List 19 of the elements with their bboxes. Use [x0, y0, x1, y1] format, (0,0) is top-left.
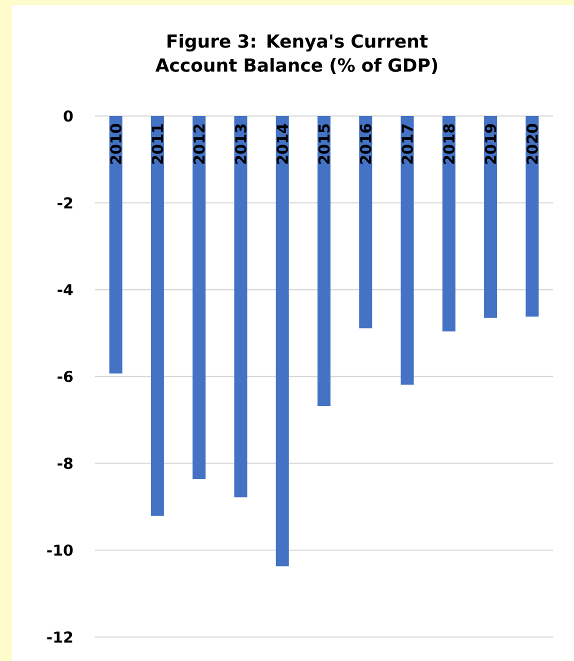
- y-tick-label: -12: [47, 631, 72, 643]
- x-tick-label: 2015: [318, 124, 330, 164]
- y-tick-label: -8: [58, 458, 73, 470]
- x-tick-label: 2013: [235, 124, 246, 164]
- y-tick-label: 0: [64, 110, 73, 122]
- x-tick-label: 2016: [360, 124, 372, 164]
- x-tick-label: 2019: [484, 124, 496, 164]
- x-tick-label: 2012: [193, 124, 205, 164]
- x-tick-label: 2011: [152, 124, 164, 164]
- x-tick-label: 2017: [402, 124, 413, 164]
- y-tick-label: -10: [47, 544, 73, 556]
- y-tick-label: -2: [58, 197, 72, 208]
- y-tick-label: -4: [58, 284, 73, 296]
- chart-title: Figure 3: Kenya's Current Account Balance (% of GDP): [155, 34, 438, 74]
- x-tick-label: 2014: [276, 124, 288, 164]
- x-tick-label: 2018: [443, 124, 455, 164]
- x-tick-label: 2010: [110, 124, 122, 164]
- y-tick-label: -6: [58, 370, 73, 382]
- x-tick-label: 2020: [526, 124, 538, 164]
